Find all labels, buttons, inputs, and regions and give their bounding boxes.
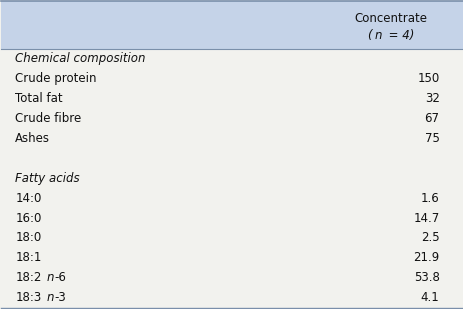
Text: 18:3: 18:3: [15, 291, 41, 304]
Text: 32: 32: [424, 92, 438, 105]
Text: 75: 75: [424, 132, 438, 145]
Text: 150: 150: [416, 72, 438, 85]
Text: 14:0: 14:0: [15, 192, 42, 205]
Text: n: n: [47, 271, 54, 284]
Text: n: n: [47, 291, 54, 304]
Text: Chemical composition: Chemical composition: [15, 52, 145, 65]
Text: 18:2: 18:2: [15, 271, 42, 284]
Text: Ashes: Ashes: [15, 132, 50, 145]
Text: 18:1: 18:1: [15, 251, 42, 265]
Text: -3: -3: [55, 291, 66, 304]
Text: 4.1: 4.1: [420, 291, 438, 304]
Text: 21.9: 21.9: [413, 251, 438, 265]
Text: Concentrate: Concentrate: [354, 11, 427, 24]
Text: 14.7: 14.7: [413, 212, 438, 225]
Text: Crude protein: Crude protein: [15, 72, 96, 85]
Bar: [1, 1, 462, 49]
Text: 16:0: 16:0: [15, 212, 42, 225]
Text: Total fat: Total fat: [15, 92, 63, 105]
Text: 53.8: 53.8: [413, 271, 438, 284]
Text: Fatty acids: Fatty acids: [15, 172, 80, 185]
Text: Crude fibre: Crude fibre: [15, 112, 81, 125]
Text: ( n  = 4): ( n = 4): [367, 29, 413, 42]
Text: -6: -6: [55, 271, 66, 284]
Text: 67: 67: [424, 112, 438, 125]
Text: 1.6: 1.6: [420, 192, 438, 205]
Text: 18:0: 18:0: [15, 231, 41, 244]
Text: 2.5: 2.5: [420, 231, 438, 244]
